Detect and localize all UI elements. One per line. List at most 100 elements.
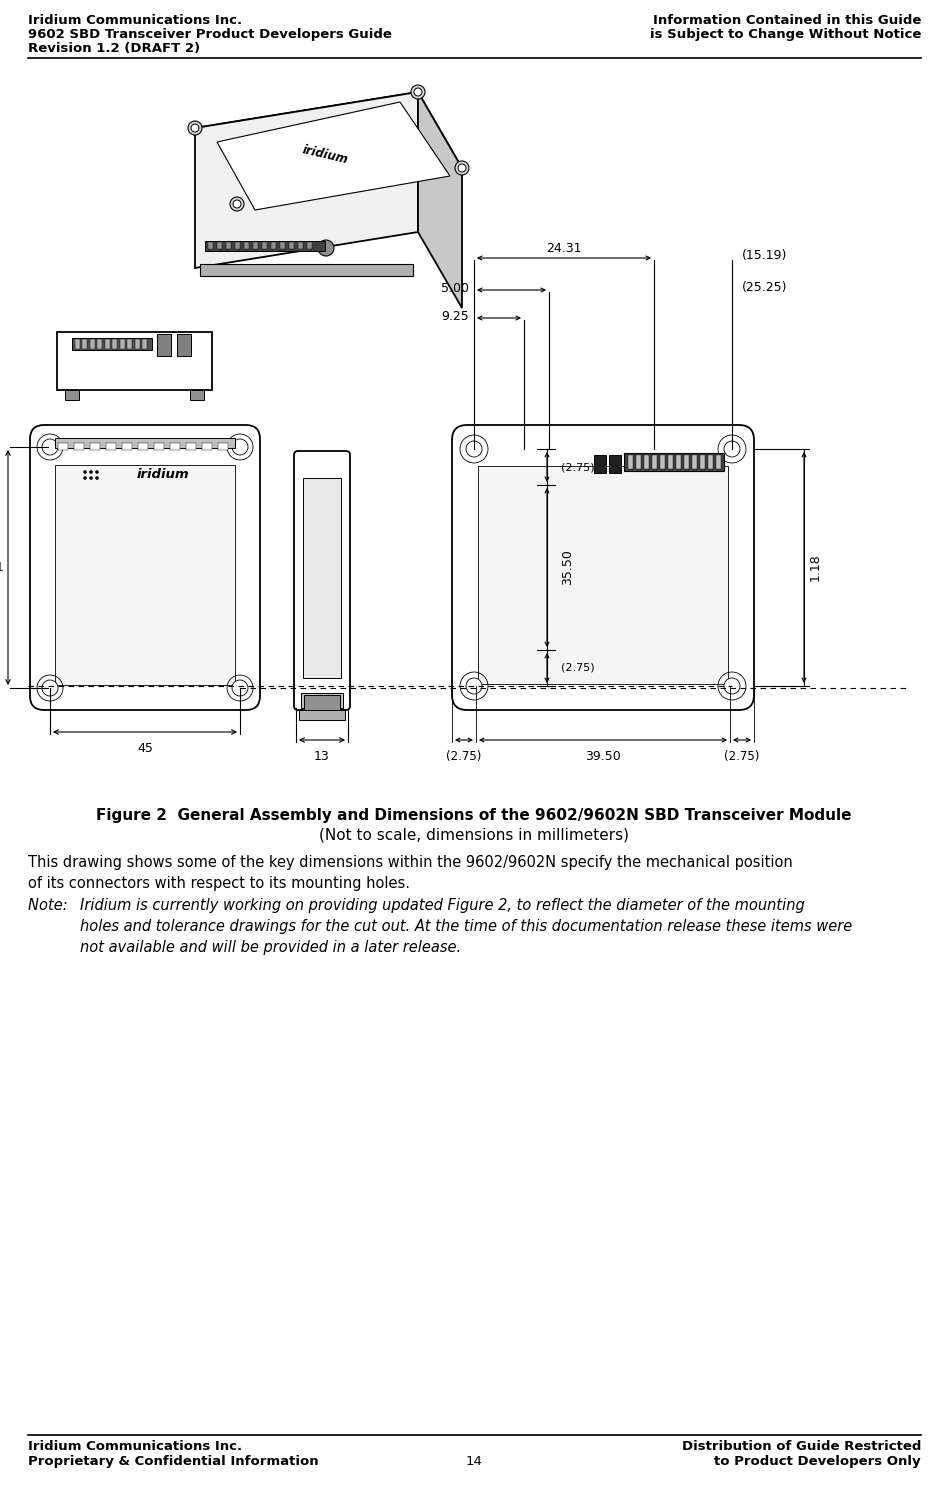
Circle shape xyxy=(42,439,58,455)
Bar xyxy=(303,478,341,678)
Text: 14: 14 xyxy=(466,1455,482,1469)
Polygon shape xyxy=(195,91,418,268)
Bar xyxy=(202,443,212,451)
Text: Proprietary & Confidential Information: Proprietary & Confidential Information xyxy=(28,1455,319,1469)
Bar xyxy=(157,334,171,356)
Circle shape xyxy=(89,470,93,473)
Text: Iridium Communications Inc.: Iridium Communications Inc. xyxy=(28,1440,242,1454)
Bar xyxy=(280,243,285,249)
Text: Figure 2  General Assembly and Dimensions of the 9602/9602N SBD Transceiver Modu: Figure 2 General Assembly and Dimensions… xyxy=(96,808,852,823)
Bar xyxy=(692,455,697,469)
Text: 45: 45 xyxy=(137,743,153,754)
Bar xyxy=(138,443,148,451)
Circle shape xyxy=(232,680,248,696)
Text: (2.75): (2.75) xyxy=(724,750,760,763)
Bar xyxy=(57,332,212,391)
Bar xyxy=(208,243,213,249)
Bar xyxy=(218,443,228,451)
Text: 24.31: 24.31 xyxy=(547,243,582,254)
Bar xyxy=(700,455,705,469)
Text: This drawing shows some of the key dimensions within the 9602/9602N specify the : This drawing shows some of the key dimen… xyxy=(28,855,792,891)
Bar xyxy=(90,443,100,451)
Polygon shape xyxy=(217,102,450,210)
Polygon shape xyxy=(195,91,462,204)
Bar xyxy=(120,338,125,349)
Bar xyxy=(668,455,673,469)
Bar xyxy=(90,338,95,349)
Text: 5.00: 5.00 xyxy=(441,281,469,295)
Bar xyxy=(299,710,345,720)
FancyBboxPatch shape xyxy=(294,451,350,710)
Text: is Subject to Change Without Notice: is Subject to Change Without Notice xyxy=(650,28,921,40)
Text: 35.50: 35.50 xyxy=(561,549,574,585)
Bar xyxy=(205,241,325,251)
Bar xyxy=(644,455,649,469)
Polygon shape xyxy=(418,91,462,308)
Bar xyxy=(186,443,196,451)
Text: Iridium is currently working on providing updated Figure 2, to reflect the diame: Iridium is currently working on providin… xyxy=(80,898,852,955)
Bar xyxy=(624,454,724,472)
Bar xyxy=(301,693,343,708)
Circle shape xyxy=(466,442,482,457)
Bar xyxy=(628,455,633,469)
Bar xyxy=(217,243,222,249)
Bar xyxy=(122,443,132,451)
Text: Note:: Note: xyxy=(28,898,77,913)
Bar xyxy=(235,243,240,249)
Bar xyxy=(298,243,303,249)
Bar xyxy=(135,338,140,349)
Circle shape xyxy=(318,240,334,256)
Circle shape xyxy=(188,121,202,135)
Text: iridium: iridium xyxy=(301,144,349,166)
Bar xyxy=(127,338,133,349)
Bar xyxy=(652,455,657,469)
Circle shape xyxy=(232,439,248,455)
Text: to Product Developers Only: to Product Developers Only xyxy=(715,1455,921,1469)
Text: 13: 13 xyxy=(314,750,330,763)
Circle shape xyxy=(466,678,482,695)
Bar xyxy=(636,455,641,469)
Text: 9602 SBD Transceiver Product Developers Guide: 9602 SBD Transceiver Product Developers … xyxy=(28,28,392,40)
Bar xyxy=(684,455,689,469)
Bar xyxy=(55,439,235,448)
Circle shape xyxy=(230,198,244,211)
Circle shape xyxy=(724,442,740,457)
Bar xyxy=(271,243,276,249)
Circle shape xyxy=(89,476,93,481)
Circle shape xyxy=(95,470,99,473)
Bar xyxy=(190,391,204,400)
Text: 9.25: 9.25 xyxy=(441,310,469,322)
Bar xyxy=(170,443,180,451)
FancyBboxPatch shape xyxy=(452,425,754,710)
Circle shape xyxy=(411,85,425,99)
Circle shape xyxy=(458,165,466,172)
Bar xyxy=(55,466,235,686)
Bar xyxy=(478,466,728,684)
Bar xyxy=(75,338,80,349)
Circle shape xyxy=(84,470,86,473)
Bar xyxy=(660,455,665,469)
Text: iridium: iridium xyxy=(137,469,190,482)
Bar xyxy=(289,243,294,249)
FancyBboxPatch shape xyxy=(30,425,260,710)
Bar xyxy=(244,243,249,249)
Text: 1.18: 1.18 xyxy=(809,554,822,581)
Bar xyxy=(98,338,102,349)
Text: (2.75): (2.75) xyxy=(446,750,482,763)
Bar xyxy=(262,243,267,249)
Text: Information Contained in this Guide: Information Contained in this Guide xyxy=(653,13,921,27)
Bar xyxy=(83,338,87,349)
Text: (2.75): (2.75) xyxy=(561,463,595,472)
Bar xyxy=(226,243,231,249)
Bar xyxy=(253,243,258,249)
Text: (15.19): (15.19) xyxy=(742,250,788,262)
Circle shape xyxy=(233,201,241,208)
Text: (2.75): (2.75) xyxy=(561,663,595,674)
Bar xyxy=(609,455,621,473)
Circle shape xyxy=(84,476,86,481)
Bar xyxy=(676,455,681,469)
Bar xyxy=(708,455,713,469)
Circle shape xyxy=(414,88,422,96)
Bar xyxy=(304,695,340,713)
Bar xyxy=(716,455,721,469)
